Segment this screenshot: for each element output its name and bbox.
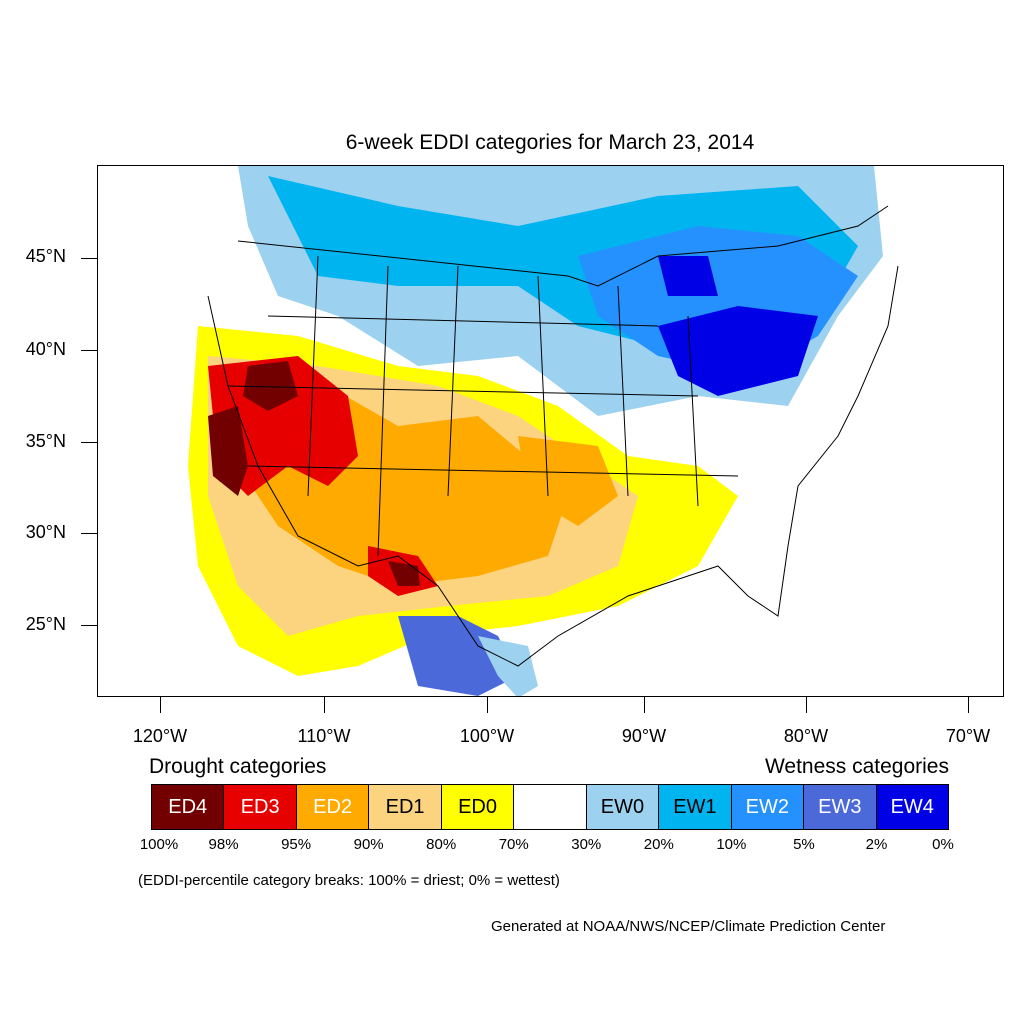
- legend-break-label: 98%: [208, 836, 239, 853]
- lat-tick-25: [81, 625, 97, 626]
- drought-ed2-east: [518, 436, 618, 526]
- lon-label-110: 110°W: [297, 726, 351, 746]
- drought-ed4-nv: [243, 361, 298, 411]
- wetness-ew4-north: [658, 256, 718, 296]
- legend-box-ew1: EW1: [659, 785, 732, 829]
- legend-break-label: 30%: [571, 836, 602, 853]
- legend-break-label: 100%: [139, 836, 179, 853]
- legend-box-ed3: ED3: [224, 785, 297, 829]
- eddi-map: [97, 165, 1004, 697]
- legend-color-bar: ED4 ED3 ED2 ED1 ED0 EW0 EW1 EW2 EW3 EW4: [151, 784, 949, 830]
- legend-break-label: 80%: [426, 836, 457, 853]
- lon-tick-110: [324, 697, 325, 713]
- map-title: 6-week EDDI categories for March 23, 201…: [345, 131, 755, 154]
- legend-break-label: 70%: [498, 836, 529, 853]
- lat-tick-30: [81, 533, 97, 534]
- lat-label-40: 40°N: [25, 339, 66, 359]
- lon-tick-70: [968, 697, 969, 713]
- lat-label-30: 30°N: [25, 522, 66, 542]
- legend-break-label: 95%: [281, 836, 312, 853]
- legend-box-ed0: ED0: [441, 785, 515, 829]
- legend-box-ew4: EW4: [876, 785, 948, 829]
- lon-label-120: 120°W: [132, 726, 188, 746]
- legend-box-neutral: [514, 785, 587, 829]
- drought-ed4: [208, 406, 248, 496]
- legend-break-label: 2%: [865, 836, 888, 853]
- legend-break-label: 5%: [793, 836, 815, 853]
- lat-tick-35: [81, 442, 97, 443]
- lon-label-70: 70°W: [945, 726, 991, 746]
- lon-tick-80: [806, 697, 807, 713]
- lat-label-45: 45°N: [25, 246, 66, 266]
- legend-break-label: 0%: [932, 836, 954, 853]
- lat-label-35: 35°N: [25, 431, 66, 451]
- lon-label-90: 90°W: [621, 726, 667, 746]
- credit-text: Generated at NOAA/NWS/NCEP/Climate Predi…: [491, 918, 886, 935]
- lat-tick-40: [81, 350, 97, 351]
- boundaries: [207, 205, 899, 667]
- wetness-categories-title: Wetness categories: [764, 755, 949, 778]
- wetness-ew4: [658, 306, 818, 396]
- legend-box-ew2: EW2: [731, 785, 805, 829]
- legend-box-ed2: ED2: [296, 785, 370, 829]
- legend-box-ed1: ED1: [369, 785, 442, 829]
- lon-label-80: 80°W: [783, 726, 829, 746]
- lon-tick-90: [644, 697, 645, 713]
- lon-tick-100: [487, 697, 488, 713]
- wetness-gulf: [398, 616, 518, 696]
- legend-box-ew0: EW0: [586, 785, 660, 829]
- wetness-gulf-light: [478, 636, 538, 696]
- lon-tick-120: [160, 697, 161, 713]
- category-note: (EDDI-percentile category breaks: 100% =…: [138, 872, 560, 889]
- legend-break-label: 90%: [353, 836, 384, 853]
- drought-ed4-tx: [388, 561, 420, 586]
- lat-label-25: 25°N: [25, 614, 66, 634]
- legend-break-label: 10%: [716, 836, 747, 853]
- drought-categories-title: Drought categories: [149, 755, 327, 778]
- lon-label-100: 100°W: [459, 726, 515, 746]
- legend-box-ed4: ED4: [152, 785, 225, 829]
- legend-box-ew3: EW3: [804, 785, 877, 829]
- lat-tick-45: [81, 258, 97, 259]
- legend-break-label: 20%: [643, 836, 674, 853]
